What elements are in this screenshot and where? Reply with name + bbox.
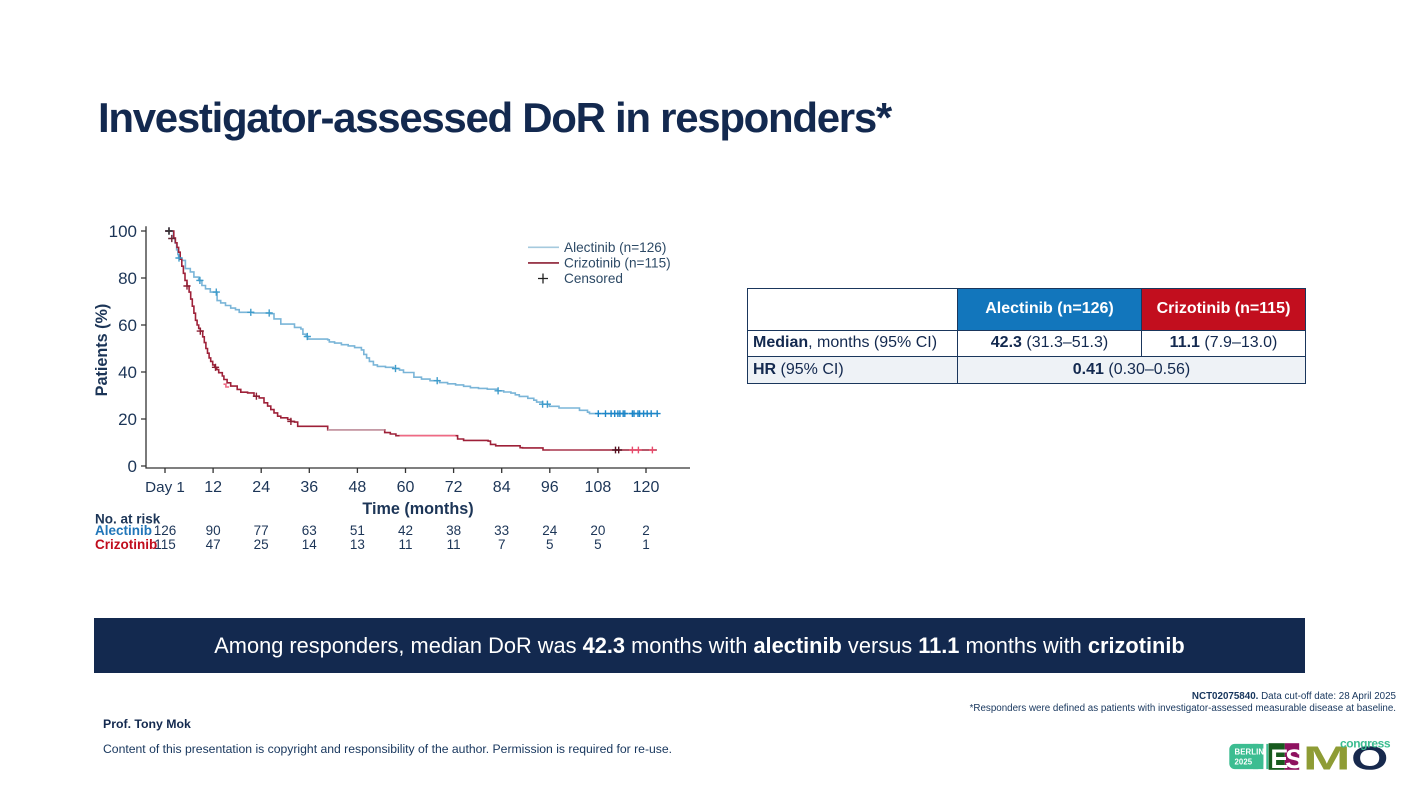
svg-text:38: 38 [446,523,461,538]
svg-text:13: 13 [350,537,365,552]
svg-text:96: 96 [541,479,559,496]
svg-text:12: 12 [204,479,222,496]
svg-text:20: 20 [118,410,137,429]
svg-text:72: 72 [445,479,463,496]
svg-text:5: 5 [546,537,554,552]
svg-text:48: 48 [349,479,367,496]
svg-text:36: 36 [300,479,318,496]
svg-text:60: 60 [118,316,137,335]
svg-text:Alectinib: Alectinib [95,523,152,538]
svg-text:1: 1 [642,537,650,552]
svg-text:20: 20 [590,523,605,538]
svg-text:M: M [1303,739,1351,777]
svg-text:Censored: Censored [564,271,623,286]
svg-text:E: E [1270,744,1288,774]
svg-text:11: 11 [398,537,412,552]
svg-text:O: O [1351,740,1388,777]
svg-text:congress: congress [1340,737,1391,751]
svg-text:2: 2 [642,523,650,538]
svg-text:7: 7 [498,537,506,552]
svg-text:63: 63 [302,523,317,538]
svg-text:No. at risk: No. at risk [95,512,161,527]
svg-text:2025: 2025 [1235,758,1253,767]
svg-text:Time (months): Time (months) [362,500,473,518]
svg-text:90: 90 [206,523,221,538]
svg-text:100: 100 [109,222,137,241]
svg-text:80: 80 [118,269,137,288]
svg-text:Alectinib (n=126): Alectinib (n=126) [564,240,666,255]
svg-text:BERLIN: BERLIN [1235,748,1265,757]
svg-text:0: 0 [128,457,137,476]
svg-text:Day 1: Day 1 [145,479,185,496]
svg-text:108: 108 [585,479,612,496]
svg-text:77: 77 [254,523,269,538]
svg-text:40: 40 [118,363,137,382]
svg-text:60: 60 [397,479,415,496]
svg-text:115: 115 [154,537,176,552]
svg-text:47: 47 [206,537,221,552]
svg-text:33: 33 [494,523,509,538]
svg-text:24: 24 [252,479,270,496]
svg-text:25: 25 [254,537,269,552]
svg-text:126: 126 [154,523,177,538]
svg-text:14: 14 [302,537,318,552]
svg-text:24: 24 [542,523,558,538]
svg-text:Patients (%): Patients (%) [93,304,111,397]
svg-text:Crizotinib: Crizotinib [95,537,157,552]
svg-text:51: 51 [350,523,365,538]
svg-text:42: 42 [398,523,413,538]
svg-text:120: 120 [633,479,660,496]
svg-text:84: 84 [493,479,511,496]
svg-text:11: 11 [447,537,461,552]
svg-text:S: S [1285,744,1303,774]
svg-text:Crizotinib (n=115): Crizotinib (n=115) [564,256,671,271]
svg-text:5: 5 [594,537,602,552]
